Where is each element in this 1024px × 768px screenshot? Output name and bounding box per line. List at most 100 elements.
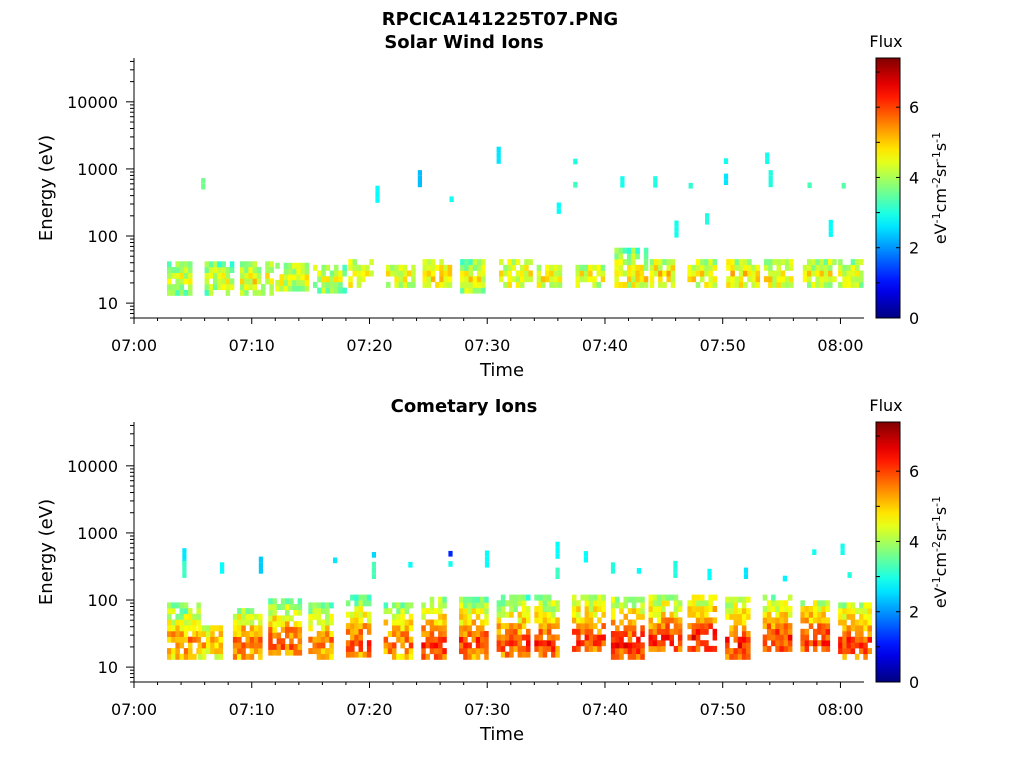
heat-cell (183, 625, 189, 632)
heat-cell (588, 264, 593, 271)
heat-cell (627, 642, 633, 649)
heat-cell (325, 264, 331, 271)
y-tick-label: 1000 (77, 160, 118, 179)
heat-cell (618, 259, 624, 266)
heat-cell (708, 594, 713, 601)
heat-cell (280, 598, 286, 605)
heat-cell (480, 642, 485, 649)
heat-cell (268, 638, 273, 645)
heat-cell (292, 279, 297, 286)
heat-cell (517, 634, 523, 641)
heat-cell (528, 259, 533, 266)
sparse-cell (555, 573, 560, 579)
heat-cell (505, 640, 510, 647)
heat-cell (627, 636, 633, 643)
heat-cell (167, 631, 172, 637)
heat-cell (167, 284, 172, 291)
heat-cell (821, 634, 826, 641)
heat-cell (334, 281, 339, 288)
heat-cell (846, 613, 851, 620)
heat-cell (329, 270, 335, 277)
heat-cell (256, 289, 262, 296)
heat-cell (819, 276, 825, 283)
heat-cell (183, 613, 189, 620)
x-tick-label: 07:40 (582, 700, 628, 719)
heat-cell (627, 259, 632, 266)
heat-cell (316, 653, 322, 660)
heat-cell (459, 636, 464, 643)
colorbar-tick-label: 0 (909, 673, 919, 692)
heat-cell (640, 602, 645, 609)
heat-cell (481, 259, 486, 266)
heat-cell (636, 636, 641, 643)
heat-cell (426, 276, 432, 283)
heat-cell (842, 631, 847, 637)
heat-cell (383, 608, 389, 615)
heat-cell (859, 270, 864, 277)
heat-cell (779, 611, 784, 618)
heat-cell (726, 259, 731, 266)
heat-cell (725, 613, 730, 620)
y-tick-label: 10 (98, 658, 118, 677)
heat-cell (622, 270, 628, 277)
heat-cell (167, 602, 172, 609)
heat-cell (221, 261, 226, 268)
heat-cell (551, 611, 556, 618)
heat-cell (828, 259, 833, 266)
heat-cell (846, 264, 851, 271)
heat-cell (627, 253, 632, 260)
sparse-cell (182, 566, 187, 573)
sparse-cell (674, 226, 679, 232)
heat-cell (807, 264, 812, 271)
heat-cell (783, 606, 789, 612)
heat-cell (249, 648, 255, 655)
heat-cell (429, 602, 435, 609)
heat-cell (244, 272, 249, 279)
heat-cell (733, 636, 738, 643)
heat-cell (677, 645, 683, 652)
heat-cell (248, 284, 253, 291)
heat-cell (171, 602, 176, 609)
heat-cell (468, 264, 473, 271)
heat-cell (513, 628, 518, 635)
sparse-cell (371, 573, 376, 579)
x-tick-label: 07:50 (700, 336, 746, 355)
heat-cell (297, 632, 303, 639)
heat-cell (783, 611, 789, 618)
heat-cell (366, 651, 372, 658)
heat-cell (245, 642, 250, 649)
heat-cell (509, 640, 514, 647)
heat-cell (639, 281, 645, 288)
heat-cell (179, 278, 185, 285)
heat-cell (394, 276, 399, 283)
heat-cell (241, 648, 246, 655)
heat-cell (762, 606, 768, 612)
sparse-cell (555, 541, 560, 548)
sparse-cell (610, 562, 616, 568)
heat-cell (819, 270, 825, 277)
heat-cell (244, 278, 249, 285)
heat-cell (316, 648, 322, 655)
heat-cell (817, 606, 822, 612)
heat-cell (842, 613, 847, 620)
heat-cell (221, 284, 226, 291)
heat-cell (183, 272, 189, 279)
heat-cell (584, 623, 590, 630)
heat-cell (421, 625, 426, 632)
heat-cell (652, 628, 658, 635)
heat-cell (583, 276, 589, 283)
heat-cell (656, 600, 662, 607)
heat-cell (553, 276, 558, 283)
heat-cell (687, 264, 692, 271)
heat-cell (673, 628, 679, 635)
heat-cell (733, 602, 738, 609)
heat-cell (534, 634, 539, 641)
heat-cell (768, 276, 773, 283)
heat-cell (334, 287, 339, 294)
heat-cell (204, 267, 210, 273)
heat-cell (261, 284, 266, 291)
heat-cell (747, 264, 752, 271)
heat-cell (471, 653, 477, 660)
heat-cell (505, 651, 510, 658)
